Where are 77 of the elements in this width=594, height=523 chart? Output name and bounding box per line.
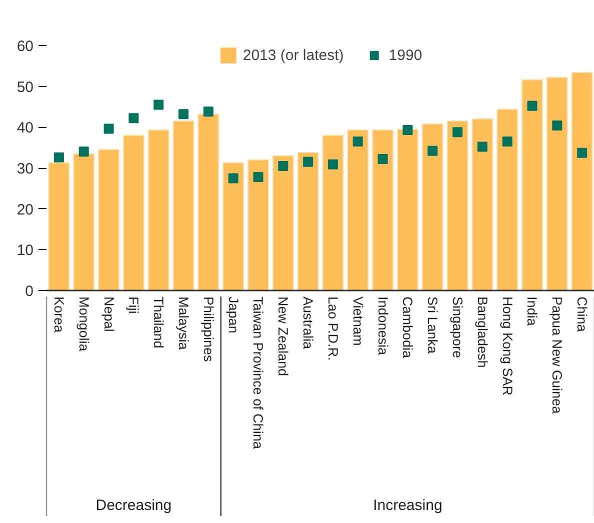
x-tick-label: Bangladesh [474,296,490,368]
x-tick-label: Fiji [126,296,142,314]
bar [172,120,194,290]
x-tick-label: Vietnam [350,296,366,346]
bar [98,149,120,290]
y-tick-label: 50 [16,78,34,96]
x-tick-label: Cambodia [400,296,416,359]
bar [347,130,369,290]
point [78,146,89,157]
bar [472,118,494,290]
point [178,109,188,120]
bar [446,120,468,290]
point [428,146,438,156]
point [154,100,164,110]
y-tick-label: 0 [25,283,34,300]
bar [297,152,319,290]
bar [198,114,220,290]
point [452,127,462,138]
x-tick-label: Papua New Guinea [550,296,565,414]
bar [571,72,593,290]
point [328,159,338,170]
bar [48,162,70,290]
point [352,136,363,146]
y-tick-label: 30 [16,160,34,178]
x-tick-label: New Zealand [276,296,291,376]
x-tick-label: Malaysia [176,296,191,350]
text: Increasing [373,497,442,514]
x-tick-label: Thailand [151,296,166,348]
point [577,148,588,158]
bar [496,108,518,290]
x-tick-label: Nepal [101,296,116,332]
point [104,124,114,134]
point [303,156,314,167]
bar [73,153,95,290]
point [228,173,238,184]
bar [248,159,269,290]
y-tick-label: 40 [16,120,34,137]
text: Decreasing [96,497,172,514]
x-tick-label: Japan [226,296,241,334]
bar [396,128,418,290]
point [54,152,64,162]
point [477,142,488,152]
bar [122,134,144,290]
bar [422,123,444,290]
x-tick-label: Singapore [450,296,465,358]
x-tick-label: Lao P.D.R. [325,296,340,361]
bar [372,130,394,290]
point [527,100,538,111]
point [203,106,214,117]
y-tick-label: 60 [16,38,34,55]
x-tick-label: India [524,296,540,326]
x-tick-label: Sri Lanka [425,296,440,354]
point [278,160,288,171]
x-tick-label: Indonesia [375,296,390,356]
bar [148,130,170,290]
x-tick-label: Australia [300,296,316,350]
x-tick-label: Mongolia [76,296,92,352]
x-tick-label: Philippines [200,296,216,362]
bar [272,155,294,290]
point [502,136,512,146]
bar [222,162,244,290]
point [378,154,388,164]
legend-label: 2013 (or latest) [242,46,344,64]
x-tick-label: China [574,296,590,332]
point [402,125,413,136]
y-tick-label: 20 [16,201,34,218]
bar [322,134,344,290]
bar [522,79,543,290]
point [253,172,264,182]
bar [546,76,568,290]
y-tick-label: 10 [16,242,34,260]
point [128,113,139,124]
legend-label: 1990 [388,46,422,64]
point [552,120,562,131]
x-tick-label: Korea [51,296,66,334]
x-tick-label: Hong Kong SAR [500,296,515,396]
x-tick-label: Taiwan Province of China [250,296,266,450]
